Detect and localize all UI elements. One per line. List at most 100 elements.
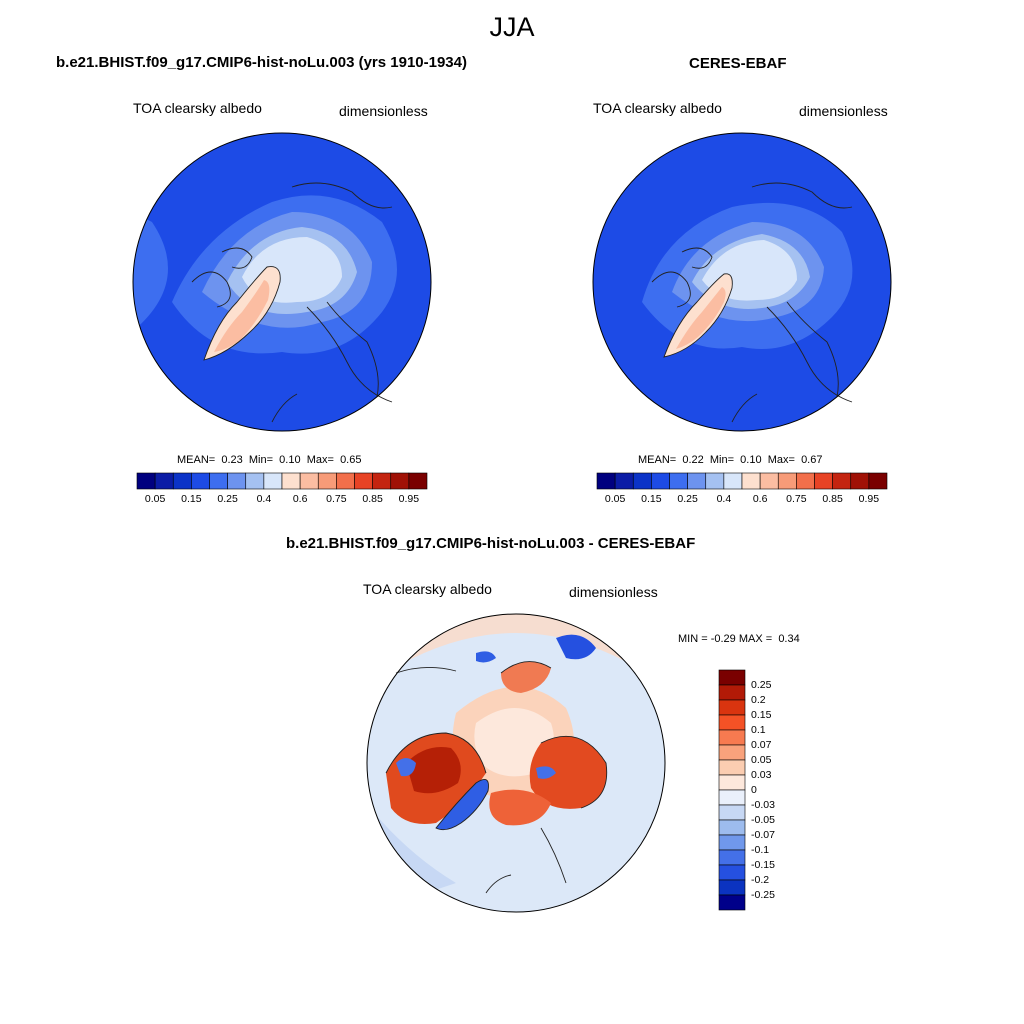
- obs-colorbar: [596, 472, 888, 490]
- colorbar-tick-label: 0.95: [398, 493, 420, 505]
- min-label: Min=: [709, 454, 735, 466]
- colorbar-swatch: [741, 472, 761, 490]
- max-value: 0.65: [340, 454, 362, 466]
- diff-region-warm: [501, 661, 551, 693]
- colorbar-swatch: [354, 472, 373, 490]
- obs-polar-map: [592, 132, 892, 432]
- season-title: JJA: [489, 12, 535, 42]
- colorbar-swatch: [718, 759, 746, 776]
- model-colorbar: [136, 472, 428, 490]
- model-variable-label: TOA clearsky albedo: [133, 100, 262, 116]
- max-label: MAX =: [738, 633, 773, 645]
- min-value: -0.29: [710, 633, 736, 645]
- colorbar-swatch: [718, 789, 746, 806]
- colorbar-swatch: [777, 472, 797, 490]
- coastlines: [385, 661, 608, 894]
- min-label: Min=: [248, 454, 274, 466]
- colorbar-swatch: [718, 744, 746, 761]
- diff-region-cool: [556, 634, 596, 660]
- colorbar-tick-label: -0.2: [751, 874, 770, 886]
- colorbar-swatch: [136, 472, 156, 490]
- colorbar-swatch: [263, 472, 283, 490]
- colorbar-swatch: [632, 472, 652, 490]
- diff-stats: MIN = -0.29 MAX = 0.34: [678, 633, 800, 645]
- greenland-core: [676, 287, 726, 349]
- coastlines: [651, 182, 853, 423]
- max-value: 0.67: [801, 454, 823, 466]
- colorbar-tick-label: 0.75: [326, 493, 347, 505]
- min-value: 0.10: [740, 454, 762, 466]
- colorbar-swatch: [868, 472, 888, 490]
- colorbar-swatch: [796, 472, 815, 490]
- colorbar-tick-label: 0.85: [822, 493, 843, 505]
- colorbar-swatch: [718, 804, 746, 821]
- colorbar-swatch: [723, 472, 743, 490]
- colorbar-tick-label: 0.85: [362, 493, 383, 505]
- colorbar-tick-label: 0.6: [292, 493, 308, 505]
- obs-units-label: dimensionless: [799, 103, 888, 119]
- colorbar-tick-label: 0.1: [751, 724, 766, 736]
- colorbar-tick-label: 0.03: [751, 769, 772, 781]
- diff-region-strong-warm: [529, 736, 607, 809]
- colorbar-tick-label: 0: [751, 784, 757, 796]
- max-label: Max=: [767, 454, 795, 466]
- colorbar-swatch: [718, 819, 746, 836]
- colorbar-tick-label: -0.1: [751, 844, 770, 856]
- colorbar-swatch: [317, 472, 337, 490]
- colorbar-tick-label: 0.07: [751, 739, 772, 751]
- colorbar-swatch: [705, 472, 725, 490]
- colorbar-swatch: [718, 669, 746, 686]
- mean-value: 0.23: [221, 454, 243, 466]
- colorbar-swatch: [718, 684, 746, 701]
- max-value: 0.34: [778, 633, 800, 645]
- obs-variable-label: TOA clearsky albedo: [593, 100, 722, 116]
- diff-colorbar-ticks: 0.25 0.2 0.15 0.1 0.07 0.05 0.03 0 -0.03 -0.05 -0.…: [751, 670, 791, 910]
- map-boundary: [132, 132, 432, 432]
- colorbar-swatch: [669, 472, 688, 490]
- colorbar-tick-label: 0.05: [604, 493, 626, 505]
- colorbar-tick-label: 0.2: [751, 694, 766, 706]
- colorbar-swatch: [718, 864, 746, 881]
- diff-region-cool: [476, 651, 496, 663]
- obs-stats: MEAN= 0.22 Min= 0.10 Max= 0.67: [638, 454, 822, 466]
- map-boundary: [366, 613, 666, 913]
- colorbar-tick-label: 0.4: [256, 493, 272, 505]
- model-polar-map: [132, 132, 432, 432]
- colorbar-swatch: [718, 699, 746, 716]
- colorbar-tick-label: 0.4: [716, 493, 732, 505]
- diff-region-warm: [489, 789, 551, 826]
- diff-region-cool: [396, 758, 416, 777]
- colorbar-tick-label: 0.25: [217, 493, 238, 505]
- colorbar-swatch: [372, 472, 392, 490]
- max-label: Max=: [306, 454, 334, 466]
- greenland-core: [214, 280, 270, 352]
- colorbar-tick-label: 0.15: [641, 493, 662, 505]
- obs-colorbar-ticks: 0.05 0.15 0.25 0.4 0.6 0.75 0.85 0.95: [597, 493, 887, 507]
- colorbar-swatch: [832, 472, 852, 490]
- colorbar-tick-label: 0.75: [786, 493, 807, 505]
- colorbar-tick-label: 0.15: [181, 493, 202, 505]
- colorbar-swatch: [651, 472, 670, 490]
- colorbar-tick-label: 0.25: [677, 493, 698, 505]
- colorbar-swatch: [336, 472, 355, 490]
- colorbar-swatch: [687, 472, 707, 490]
- colorbar-swatch: [408, 472, 428, 490]
- colorbar-tick-label: 0.05: [144, 493, 166, 505]
- diff-region-cool: [536, 766, 556, 779]
- colorbar-swatch: [718, 894, 746, 911]
- colorbar-swatch: [299, 472, 319, 490]
- colorbar-tick-label: -0.05: [751, 814, 775, 826]
- coastlines: [191, 182, 393, 423]
- mean-label: MEAN=: [638, 454, 677, 466]
- model-stats: MEAN= 0.23 Min= 0.10 Max= 0.65: [177, 454, 361, 466]
- colorbar-tick-label: 0.05: [751, 754, 772, 766]
- colorbar-swatch: [614, 472, 634, 490]
- colorbar-swatch: [814, 472, 833, 490]
- colorbar-swatch: [718, 714, 746, 731]
- colorbar-swatch: [281, 472, 301, 490]
- mean-value: 0.22: [682, 454, 704, 466]
- colorbar-swatch: [718, 774, 746, 791]
- colorbar-swatch: [718, 879, 746, 896]
- colorbar-tick-label: 0.95: [858, 493, 880, 505]
- colorbar-tick-label: 0.25: [751, 679, 772, 691]
